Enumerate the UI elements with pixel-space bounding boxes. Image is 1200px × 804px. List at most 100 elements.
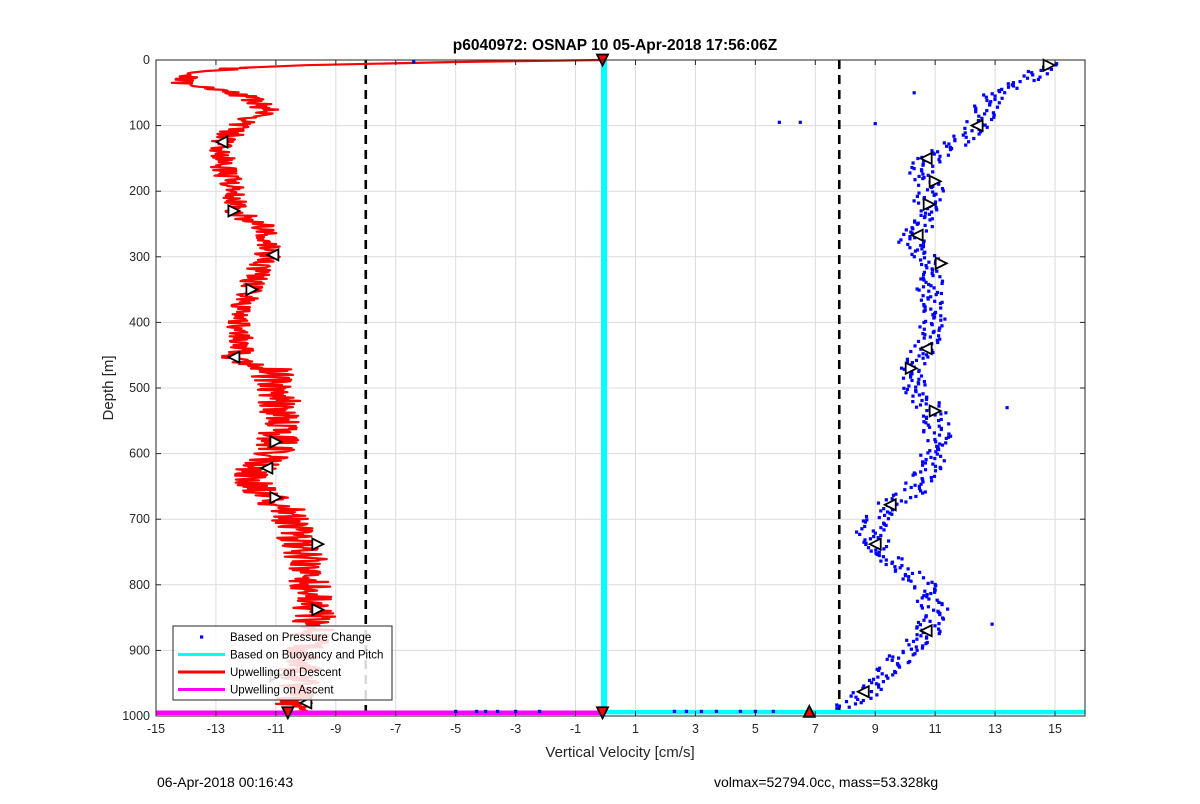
pressure-point <box>893 569 897 573</box>
pressure-point <box>890 658 894 662</box>
pressure-point <box>858 532 862 536</box>
pressure-point <box>927 289 931 293</box>
pressure-point <box>924 229 928 233</box>
pressure-point <box>928 335 932 339</box>
pressure-point <box>1032 78 1036 83</box>
pressure-point <box>923 223 927 227</box>
pressure-point <box>869 690 873 694</box>
pressure-point <box>906 661 910 665</box>
descent-velocity-line <box>170 58 603 714</box>
pressure-point <box>947 422 951 426</box>
pressure-point <box>866 546 871 550</box>
pressure-point <box>877 683 881 687</box>
pressure-point <box>926 297 930 301</box>
pressure-point <box>849 694 853 698</box>
pressure-point <box>937 600 941 604</box>
y-tick-label: 0 <box>143 53 150 67</box>
pressure-point <box>869 549 873 553</box>
pressure-point <box>894 671 898 675</box>
pressure-point <box>917 191 921 195</box>
pressure-point <box>1011 84 1016 88</box>
pressure-point <box>919 209 923 213</box>
pressure-point <box>915 637 919 641</box>
data-series <box>156 58 1085 715</box>
pressure-point <box>935 338 939 342</box>
pressure-point <box>1030 71 1034 75</box>
pressure-point <box>924 636 929 640</box>
pressure-point <box>932 316 936 320</box>
pressure-point <box>890 512 894 516</box>
pressure-point <box>931 164 935 168</box>
triangle-marker <box>259 461 274 475</box>
pressure-point <box>917 369 921 374</box>
pressure-point <box>1006 82 1010 86</box>
pressure-point <box>922 309 926 313</box>
legend-box <box>172 625 393 701</box>
pressure-point <box>890 497 894 501</box>
pressure-point <box>893 565 897 569</box>
pressure-point <box>909 579 913 583</box>
pressure-point <box>911 394 915 398</box>
pressure-point <box>939 467 943 471</box>
pressure-point <box>887 539 891 543</box>
pressure-point <box>859 701 863 705</box>
pressure-point <box>1025 76 1030 80</box>
pressure-point <box>921 460 925 464</box>
pressure-point <box>938 275 942 279</box>
pressure-point <box>920 606 924 610</box>
pressure-point <box>926 605 930 609</box>
pressure-point <box>947 142 951 146</box>
pressure-point <box>908 237 912 241</box>
pressure-point <box>928 218 932 222</box>
pressure-point <box>921 478 925 482</box>
footer-timestamp: 06-Apr-2018 00:16:43 <box>157 774 294 790</box>
pressure-point <box>913 344 917 348</box>
pressure-point <box>992 115 996 119</box>
pressure-point <box>876 536 880 540</box>
pressure-point <box>911 639 916 643</box>
pressure-point <box>854 695 858 699</box>
pressure-point <box>891 655 895 659</box>
pressure-point <box>879 687 883 691</box>
pressure-point <box>920 169 924 173</box>
pressure-point <box>879 526 883 530</box>
pressure-point <box>907 575 911 579</box>
pressure-point <box>928 449 932 453</box>
pressure-point <box>922 618 926 622</box>
pressure-point <box>934 584 938 588</box>
pressure-point <box>901 376 906 380</box>
pressure-point <box>926 439 930 443</box>
y-tick-label: 300 <box>129 250 150 264</box>
triangle-marker <box>269 490 284 505</box>
pressure-point <box>921 352 925 356</box>
pressure-point <box>941 189 945 193</box>
pressure-point <box>906 242 910 246</box>
pressure-point <box>868 537 872 541</box>
pressure-point <box>870 681 874 685</box>
pressure-point <box>897 240 901 244</box>
pressure-point <box>933 469 938 473</box>
pressure-point <box>877 668 881 672</box>
pressure-point <box>937 424 941 428</box>
pressure-point <box>917 174 921 178</box>
pressure-point <box>931 313 935 317</box>
pressure-point <box>738 709 742 714</box>
pressure-point <box>937 404 941 408</box>
pressure-point <box>940 281 944 285</box>
pressure-point <box>910 252 914 256</box>
pressure-point <box>906 567 910 571</box>
pressure-point <box>871 529 875 533</box>
pressure-point <box>891 508 895 512</box>
pressure-point <box>925 593 929 597</box>
pressure-point <box>939 417 943 422</box>
y-tick-label: 600 <box>129 447 150 461</box>
pressure-point <box>884 562 888 567</box>
pressure-point <box>874 682 879 686</box>
pressure-point <box>934 450 938 454</box>
pressure-point <box>921 491 925 495</box>
pressure-point <box>412 60 416 64</box>
pressure-point <box>919 298 923 302</box>
pressure-point <box>1036 77 1040 81</box>
y-tick-label: 900 <box>129 643 150 657</box>
